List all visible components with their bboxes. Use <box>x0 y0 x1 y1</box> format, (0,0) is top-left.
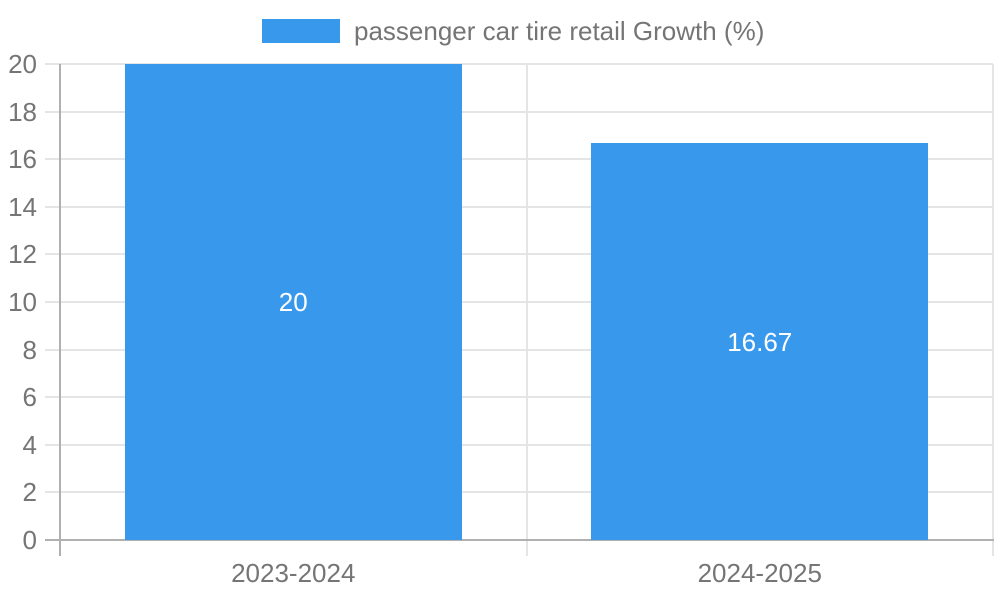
x-tick-label: 2023-2024 <box>231 558 356 588</box>
legend[interactable]: passenger car tire retail Growth (%) <box>262 18 764 44</box>
x-gridline <box>525 64 528 556</box>
bar-2023-2024[interactable]: 20 <box>124 64 462 540</box>
bar-2024-2025[interactable]: 16.67 <box>591 143 929 540</box>
y-tick-label: 14 <box>8 191 37 222</box>
y-tick-label: 20 <box>8 49 37 79</box>
x-tick-label: 2024-2025 <box>697 558 822 588</box>
y-tick <box>45 348 60 351</box>
y-tick-label: 4 <box>22 429 37 460</box>
y-axis-line <box>59 64 61 556</box>
y-tick-label: 6 <box>22 382 37 413</box>
y-tick-label: 18 <box>8 96 37 127</box>
plot-right-border <box>992 64 994 556</box>
y-tick-label: 2 <box>22 477 37 508</box>
y-tick <box>45 491 60 494</box>
x-axis-line <box>45 539 994 541</box>
y-tick <box>45 253 60 256</box>
y-tick <box>45 301 60 303</box>
y-tick-label: 16 <box>8 144 37 175</box>
y-tick <box>45 443 60 446</box>
bar-value-label: 16.67 <box>727 326 793 357</box>
y-tick-label: 10 <box>8 287 37 317</box>
legend-swatch <box>262 19 340 43</box>
y-tick-label: 8 <box>22 334 37 365</box>
y-tick <box>45 205 60 208</box>
y-tick <box>45 396 60 399</box>
y-tick <box>45 110 60 113</box>
y-tick-label: 12 <box>8 239 37 270</box>
legend-label: passenger car tire retail Growth (%) <box>354 16 765 46</box>
y-tick <box>45 158 60 161</box>
bar-value-label: 20 <box>278 287 308 317</box>
y-tick <box>45 63 60 65</box>
y-tick-label: 0 <box>22 525 37 555</box>
